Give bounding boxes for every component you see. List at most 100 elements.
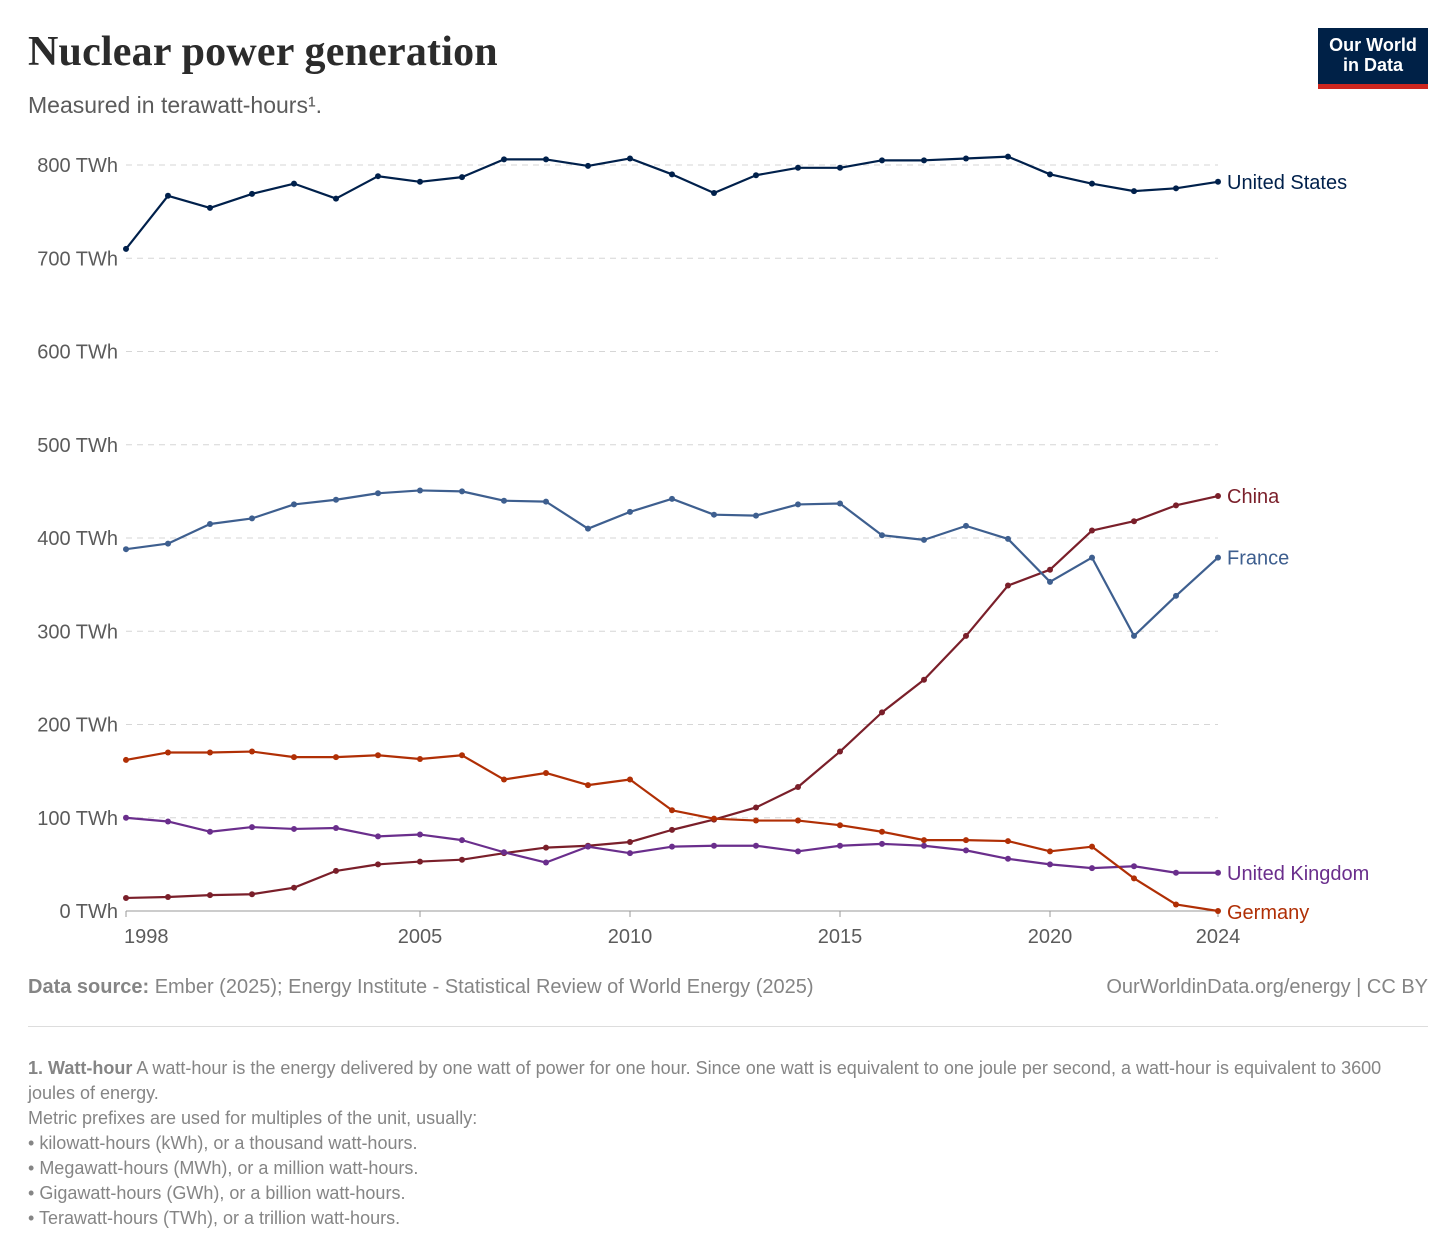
data-point (669, 171, 675, 178)
data-point (921, 157, 927, 164)
data-point (459, 856, 465, 863)
data-point (417, 858, 423, 865)
data-point (543, 859, 549, 866)
data-point (123, 814, 129, 821)
data-point (627, 850, 633, 857)
y-tick-label: 0 TWh (59, 901, 118, 923)
y-tick-label: 400 TWh (37, 528, 118, 550)
data-point (207, 749, 213, 756)
data-point (291, 501, 297, 508)
data-point (1215, 178, 1221, 185)
grid-lines (126, 164, 1218, 819)
data-point (627, 155, 633, 162)
data-point (123, 894, 129, 901)
data-point (1215, 493, 1221, 500)
data-point (795, 817, 801, 824)
y-axis: 0 TWh 100 TWh 200 TWh 300 TWh 400 TWh 500 TWh… (37, 155, 118, 923)
data-point (123, 756, 129, 763)
data-point (711, 189, 717, 196)
data-point (249, 824, 255, 831)
data-point (669, 495, 675, 502)
data-point (1089, 843, 1095, 850)
data-point (1089, 527, 1095, 534)
data-point (1047, 848, 1053, 855)
footnote-text: A watt-hour is the energy delivered by o… (28, 1058, 1382, 1103)
data-point (837, 164, 843, 171)
data-point (459, 752, 465, 759)
data-point (963, 847, 969, 854)
data-point (1131, 875, 1137, 882)
x-tick-label: 2015 (818, 926, 863, 948)
owid-logo[interactable]: Our World in Data (1318, 28, 1428, 89)
data-point (207, 521, 213, 528)
data-point (1005, 838, 1011, 845)
x-tick-label: 1998 (124, 926, 169, 948)
data-point (1005, 535, 1011, 542)
data-point (879, 828, 885, 835)
data-point (375, 173, 381, 180)
series-labels: United States China France United Kingdom Ge… (1227, 172, 1369, 924)
data-point (627, 508, 633, 515)
data-point (585, 162, 591, 169)
series-line (125, 494, 1219, 900)
footnote-list: kilowatt-hours (kWh), or a thousand watt… (28, 1131, 1388, 1231)
series-germany (123, 748, 1221, 914)
data-point (501, 156, 507, 163)
footnote-item: kilowatt-hours (kWh), or a thousand watt… (28, 1131, 1388, 1156)
footnote-paragraph: 1. Watt-hour A watt-hour is the energy d… (28, 1056, 1388, 1106)
series-lines (123, 153, 1221, 914)
line-chart: 0 TWh 100 TWh 200 TWh 300 TWh 400 TWh 500 TWh… (37, 153, 1369, 948)
series-line (125, 155, 1219, 250)
series-label-france: France (1227, 548, 1289, 570)
data-point (1173, 592, 1179, 599)
data-point (1089, 865, 1095, 872)
data-point (1047, 566, 1053, 573)
data-point (753, 512, 759, 519)
data-point (795, 848, 801, 855)
data-point (879, 840, 885, 847)
data-point (333, 867, 339, 874)
data-point (165, 818, 171, 825)
data-point (1047, 171, 1053, 178)
x-tick-label: 2020 (1028, 926, 1073, 948)
data-point (627, 776, 633, 783)
data-point (711, 815, 717, 822)
y-tick-label: 700 TWh (37, 248, 118, 270)
footnote-title: 1. Watt-hour (28, 1058, 133, 1078)
data-point (207, 892, 213, 899)
data-point (585, 843, 591, 850)
footnote-item: Gigawatt-hours (GWh), or a billion watt-… (28, 1181, 1388, 1206)
y-tick-label: 200 TWh (37, 715, 118, 737)
data-point (753, 172, 759, 179)
data-point (1131, 863, 1137, 870)
data-point (1047, 578, 1053, 585)
data-point (669, 843, 675, 850)
data-point (417, 487, 423, 494)
y-tick-label: 500 TWh (37, 435, 118, 457)
footer-divider (28, 1026, 1428, 1027)
data-point (711, 842, 717, 849)
data-point (375, 833, 381, 840)
data-point (291, 884, 297, 891)
license-link[interactable]: OurWorldinData.org/energy | CC BY (1106, 976, 1428, 998)
data-point (501, 776, 507, 783)
series-line (125, 489, 1219, 638)
data-point (417, 831, 423, 838)
data-point (921, 536, 927, 543)
footnote-line-2: Metric prefixes are used for multiples o… (28, 1108, 478, 1128)
data-source-label: Data source: (28, 976, 150, 998)
data-point (669, 807, 675, 814)
data-point (1173, 869, 1179, 876)
footnote: 1. Watt-hour A watt-hour is the energy d… (28, 1056, 1388, 1231)
data-point (879, 157, 885, 164)
data-point (249, 515, 255, 522)
data-point (921, 842, 927, 849)
data-point (249, 748, 255, 755)
x-tick-label: 2005 (398, 926, 443, 948)
data-point (501, 849, 507, 856)
data-point (753, 817, 759, 824)
data-point (333, 195, 339, 202)
data-source-text: Ember (2025); Energy Institute - Statist… (154, 976, 814, 998)
data-point (585, 525, 591, 532)
x-tick-label: 2010 (608, 926, 653, 948)
